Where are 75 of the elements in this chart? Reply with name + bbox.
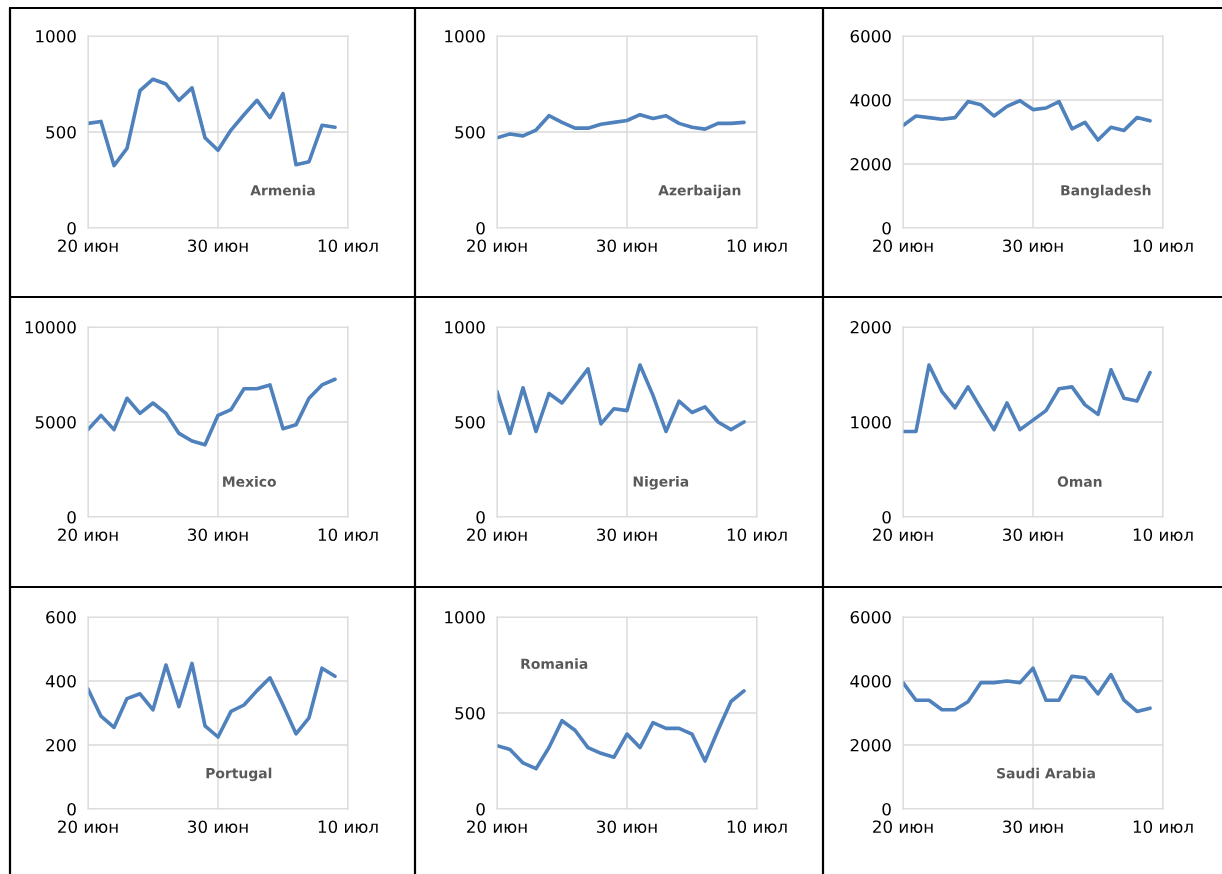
y-tick-label: 500 xyxy=(455,415,485,429)
annotation: Azerbaijan xyxy=(658,184,741,199)
y-tick-label: 400 xyxy=(45,674,76,688)
y-tick-label: 0 xyxy=(67,802,76,816)
x-tick-label: 30 июн xyxy=(597,239,657,253)
x-tick-label: 20 июн xyxy=(873,239,933,253)
line-series xyxy=(903,98,1152,142)
y-tick-label: 6000 xyxy=(850,29,891,43)
x-tick-label: 20 июн xyxy=(58,528,118,542)
x-tick-label: 10 июл xyxy=(727,528,787,542)
y-tick-label: 500 xyxy=(46,125,76,139)
y-tick-label: 2000 xyxy=(850,157,891,171)
y-tick-label: 0 xyxy=(67,510,76,524)
x-tick-label: 30 июн xyxy=(188,528,248,542)
x-tick-label: 20 июн xyxy=(58,820,118,834)
y-tick-label: 1000 xyxy=(445,29,485,43)
x-tick-label: 20 июн xyxy=(467,820,527,834)
x-tick-label: 20 июн xyxy=(467,239,527,253)
x-tick-label: 10 июл xyxy=(1133,239,1193,253)
x-tick-label: 30 июн xyxy=(188,820,248,834)
y-tick-label: 4000 xyxy=(850,93,891,107)
x-tick-label: 10 июл xyxy=(1133,820,1193,834)
y-tick-label: 10000 xyxy=(25,320,76,334)
x-tick-label: 10 июл xyxy=(727,820,787,834)
line-series xyxy=(497,112,746,140)
annotation: Nigeria xyxy=(633,476,689,490)
annotation: Armenia xyxy=(250,184,315,196)
y-tick-label: 6000 xyxy=(850,610,891,624)
y-tick-label: 1000 xyxy=(851,415,891,429)
y-tick-label: 500 xyxy=(455,125,485,139)
y-tick-label: 1000 xyxy=(445,320,485,334)
annotation: Oman xyxy=(1057,476,1102,487)
line-series xyxy=(497,363,746,436)
x-tick-label: 10 июл xyxy=(318,528,378,542)
annotation: Portugal xyxy=(206,767,272,782)
y-tick-label: 0 xyxy=(476,221,485,235)
x-tick-label: 30 июн xyxy=(188,239,248,253)
x-tick-label: 20 июн xyxy=(873,528,933,542)
y-tick-label: 0 xyxy=(67,221,76,235)
y-tick-label: 4000 xyxy=(850,674,891,688)
y-tick-label: 5000 xyxy=(35,415,76,429)
x-tick-label: 10 июл xyxy=(318,239,378,253)
annotation: Bangladesh xyxy=(1061,184,1151,199)
x-tick-label: 30 июн xyxy=(1003,528,1063,542)
line-series xyxy=(88,377,337,447)
line-series xyxy=(88,77,337,168)
x-tick-label: 10 июл xyxy=(318,820,378,834)
line-series xyxy=(88,661,337,739)
y-tick-label: 0 xyxy=(882,802,891,816)
line-series xyxy=(903,363,1152,434)
x-tick-label: 10 июл xyxy=(727,239,787,253)
x-tick-label: 20 июн xyxy=(58,239,118,253)
y-tick-label: 500 xyxy=(455,706,485,720)
y-tick-label: 0 xyxy=(882,221,891,235)
x-tick-label: 30 июн xyxy=(1003,820,1063,834)
y-tick-label: 600 xyxy=(46,610,76,624)
x-tick-label: 20 июн xyxy=(467,528,527,542)
annotation: Mexico xyxy=(223,476,276,487)
y-tick-label: 2000 xyxy=(850,738,891,752)
y-tick-label: 1000 xyxy=(36,29,76,43)
line-series xyxy=(903,666,1152,714)
y-tick-label: 200 xyxy=(46,738,76,752)
x-tick-label: 30 июн xyxy=(1003,239,1063,253)
annotation: Romania xyxy=(521,658,588,670)
x-tick-label: 20 июн xyxy=(873,820,933,834)
y-tick-label: 0 xyxy=(882,510,891,524)
y-tick-label: 2000 xyxy=(850,320,891,334)
y-tick-label: 0 xyxy=(476,510,485,524)
y-tick-label: 0 xyxy=(476,802,485,816)
annotation: Saudi Arabia xyxy=(997,767,1095,779)
x-tick-label: 10 июл xyxy=(1133,528,1193,542)
line-series xyxy=(497,689,746,771)
x-tick-label: 30 июн xyxy=(597,820,657,834)
y-tick-label: 1000 xyxy=(445,610,485,624)
x-tick-label: 30 июн xyxy=(597,528,657,542)
